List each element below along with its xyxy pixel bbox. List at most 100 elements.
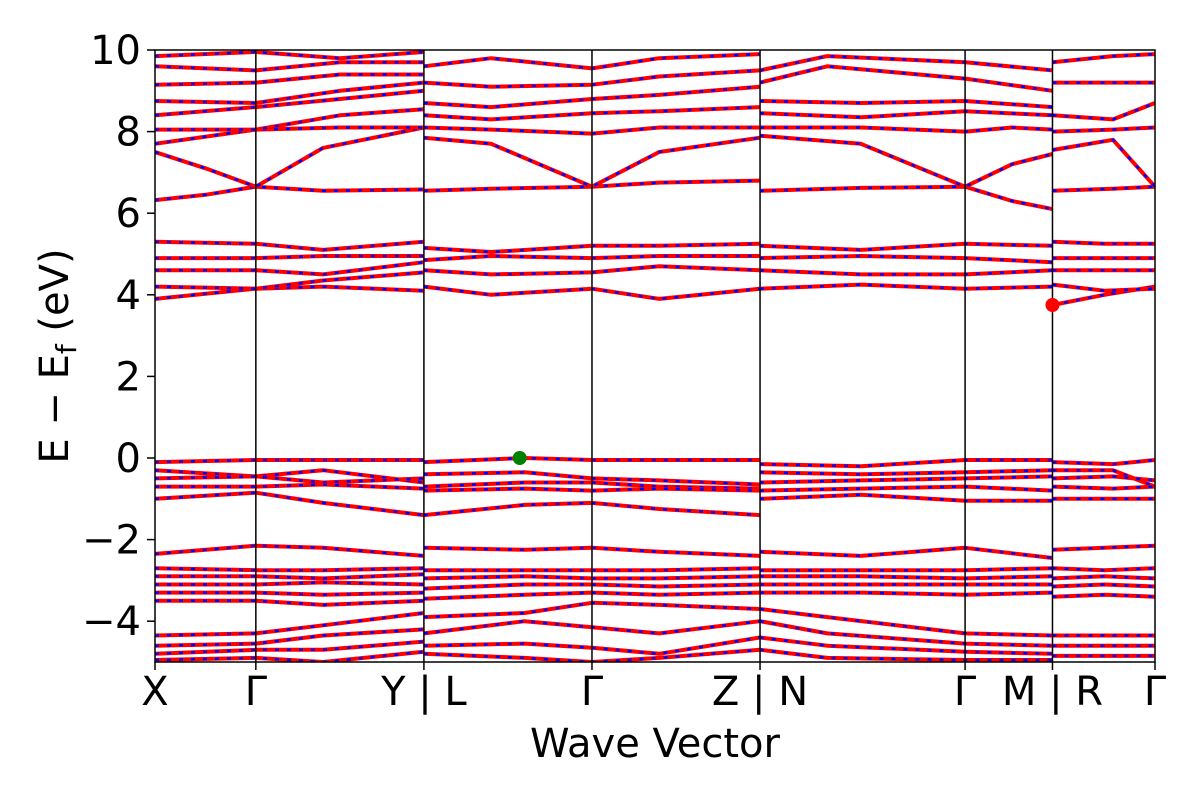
x-axis-title: Wave Vector — [530, 721, 781, 767]
band-line-spin-down — [759, 458, 1053, 468]
x-tick-label: Z | N — [712, 669, 808, 715]
band-line-spin-down — [1052, 185, 1155, 193]
band-line-spin-down — [759, 283, 1053, 290]
band-line-spin-down — [155, 491, 425, 517]
y-tick-label: 10 — [90, 28, 141, 74]
band-line-spin-down — [759, 468, 1053, 476]
band-line-spin-up — [155, 490, 425, 518]
band-line-spin-down — [760, 591, 1053, 596]
band-line-spin-down — [155, 126, 425, 189]
band-line-spin-down — [155, 599, 424, 607]
band-line-spin-down — [155, 240, 425, 252]
band-line-spin-down — [155, 60, 424, 72]
x-tick-label: Γ — [954, 669, 977, 715]
band-line-spin-down — [1052, 240, 1155, 246]
band-line-spin-down — [759, 269, 1053, 276]
band-line-spin-down — [155, 73, 424, 86]
band-line-spin-down — [155, 611, 425, 637]
band-line-spin-down — [759, 254, 1053, 264]
band-line-spin-down — [1052, 283, 1155, 292]
x-tick-label: Y | L — [380, 669, 467, 715]
band-line-spin-down — [1052, 475, 1155, 482]
y-axis-title: E − Ef (eV) — [32, 248, 83, 463]
band-line-spin-down — [155, 483, 424, 490]
band-line-spin-down — [1052, 575, 1155, 580]
band-line-spin-up — [759, 64, 1053, 93]
band-line-spin-down — [155, 81, 425, 105]
band-line-spin-down — [155, 573, 424, 580]
x-tick-label: M | R — [1002, 669, 1103, 715]
band-line-spin-down — [1052, 52, 1155, 64]
band-line-spin-down — [759, 546, 1053, 560]
x-tick-label: Γ — [245, 669, 268, 715]
y-tick-label: −2 — [82, 518, 141, 564]
band-line-spin-down — [759, 109, 1053, 119]
band-line-spin-down — [1052, 458, 1155, 466]
band-line-spin-down — [155, 640, 425, 656]
y-axis-ticks: −4 −2 0 2 4 6 8 10 — [82, 28, 155, 645]
band-line-spin-down — [760, 575, 1053, 580]
cbm-marker — [1045, 298, 1060, 312]
band-line-spin-down — [155, 50, 424, 60]
band-line-spin-down — [1052, 468, 1155, 488]
band-line-spin-down — [1052, 138, 1155, 188]
vbm-marker — [512, 451, 527, 465]
y-tick-label: 8 — [116, 110, 141, 156]
band-line-spin-up — [759, 619, 1053, 648]
band-line-spin-down — [155, 260, 425, 276]
band-line-spin-down — [1052, 583, 1155, 588]
y-tick-label: −4 — [82, 599, 141, 645]
band-line-spin-down — [1052, 485, 1155, 490]
band-line-spin-down — [155, 581, 424, 586]
band-line-spin-down — [155, 566, 424, 572]
band-line-spin-down — [155, 89, 425, 117]
band-line-spin-down — [155, 254, 424, 260]
y-tick-label: 6 — [116, 191, 141, 237]
y-tick-label: 0 — [116, 436, 141, 482]
y-tick-label: 4 — [116, 273, 141, 319]
band-line-spin-down — [759, 493, 1053, 503]
band-line-spin-down — [1052, 593, 1155, 598]
band-line-spin-down — [1052, 544, 1155, 552]
band-line-spin-down — [1052, 566, 1155, 572]
band-line-spin-up — [423, 647, 761, 662]
band-line-spin-up — [759, 184, 1053, 212]
high-symmetry-lines — [255, 50, 1054, 662]
band-line-spin-down — [1052, 101, 1155, 121]
band-line-spin-down — [759, 242, 1053, 252]
band-line-spin-down — [759, 134, 1053, 189]
x-axis-ticks: X Γ Y | L Γ Z | N Γ M | R Γ — [141, 662, 1167, 715]
band-line-spin-down — [759, 485, 1053, 492]
band-line-spin-up — [759, 133, 1053, 189]
band-line-spin-down — [155, 107, 424, 131]
band-line-spin-down — [155, 468, 425, 484]
band-line-spin-down — [155, 126, 424, 146]
x-tick-label: Γ — [581, 669, 604, 715]
band-line-spin-up — [759, 607, 1053, 638]
band-line-spin-up — [759, 647, 1053, 662]
band-line-spin-down — [155, 475, 424, 484]
band-line-spin-down — [759, 475, 1053, 484]
band-line-spin-down — [1052, 126, 1155, 133]
band-line-spin-down — [155, 650, 425, 662]
band-line-spin-down — [760, 566, 1053, 572]
band-line-spin-down — [155, 271, 425, 290]
band-line-spin-down — [759, 99, 1053, 109]
y-tick-label: 2 — [116, 354, 141, 400]
band-line-spin-up — [759, 635, 1053, 656]
plot-frame — [154, 49, 1156, 663]
band-line-spin-down — [155, 285, 424, 301]
y-axis-title-main: E − E — [32, 354, 78, 464]
band-line-spin-down — [155, 544, 425, 558]
y-axis-title-sub: f — [50, 343, 83, 354]
band-edge-markers — [512, 298, 1060, 465]
band-line-spin-down — [155, 458, 424, 464]
x-tick-label: Γ — [1144, 669, 1167, 715]
y-axis-title-tail: (eV) — [32, 248, 78, 344]
band-line-spin-down — [155, 591, 424, 596]
band-line-spin-down — [155, 628, 424, 647]
x-tick-label: X — [141, 669, 168, 715]
band-line-spin-up — [759, 54, 1053, 73]
band-lines — [155, 50, 1155, 662]
